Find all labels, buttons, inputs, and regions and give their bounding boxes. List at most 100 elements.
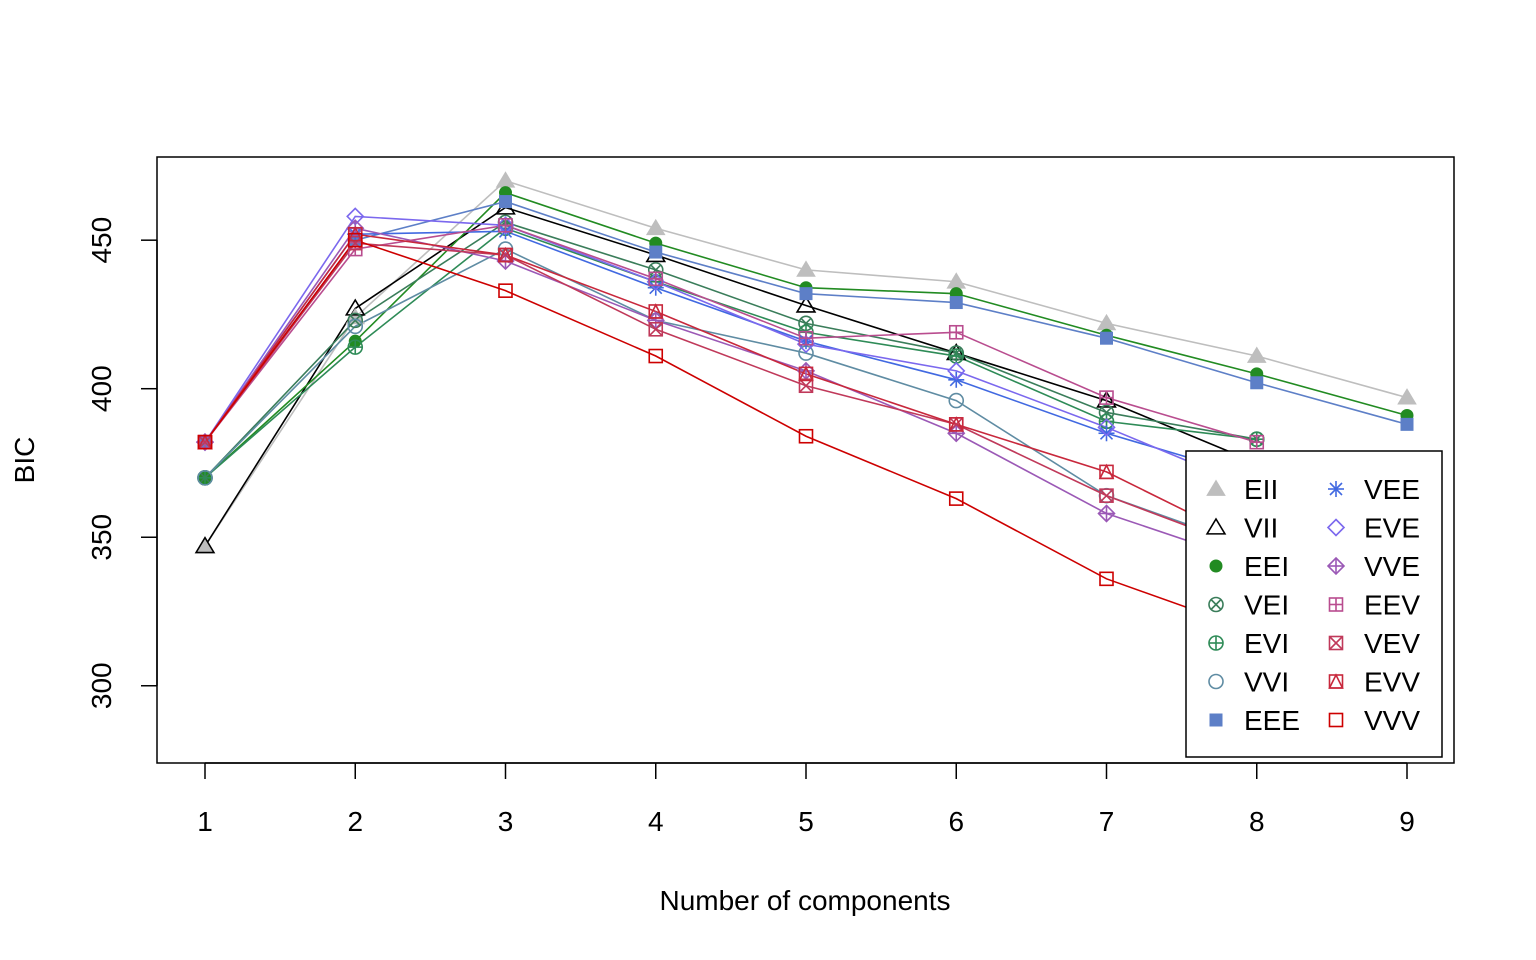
data-point-eii xyxy=(796,260,816,277)
legend-item-eee: EEE xyxy=(1209,705,1300,736)
legend-label: VII xyxy=(1244,513,1278,544)
x-tick-label: 9 xyxy=(1399,806,1415,837)
legend-item-eev: EEV xyxy=(1328,590,1420,621)
legend-label: EEE xyxy=(1244,705,1300,736)
legend-marker xyxy=(1328,597,1344,612)
legend-label: EEV xyxy=(1364,590,1420,621)
data-point-vvi xyxy=(347,318,364,335)
legend-label: EVI xyxy=(1244,628,1289,659)
data-point-eev xyxy=(1099,390,1114,405)
legend-label: EII xyxy=(1244,474,1278,505)
data-point-eev xyxy=(798,330,814,346)
data-point-evv xyxy=(798,365,814,382)
data-point-eev xyxy=(648,271,664,287)
x-tick-label: 8 xyxy=(1249,806,1265,837)
legend-label: VVV xyxy=(1364,705,1420,736)
data-point-eve xyxy=(1097,418,1116,437)
data-point-evi xyxy=(948,348,965,364)
series-line-vii xyxy=(204,206,1258,547)
data-point-vee xyxy=(1098,425,1115,442)
legend-label: EVV xyxy=(1364,667,1420,698)
legend-box xyxy=(1185,450,1443,758)
legend-item-vii: VII xyxy=(1205,513,1278,544)
x-tick-label: 6 xyxy=(948,806,964,837)
data-point-vvv xyxy=(197,434,213,450)
data-point-vvi xyxy=(197,470,213,486)
data-point-eve xyxy=(496,216,515,235)
data-point-eev xyxy=(498,218,513,233)
data-point-eee xyxy=(799,287,813,301)
x-tick-label: 2 xyxy=(347,806,363,837)
series-line-eve xyxy=(204,215,1258,491)
legend-item-evv: EVV xyxy=(1328,667,1420,698)
data-point-vvv xyxy=(648,348,664,364)
legend-label: VVE xyxy=(1364,551,1420,582)
x-tick-label: 7 xyxy=(1099,806,1115,837)
legend-marker xyxy=(1326,518,1346,537)
data-point-vei xyxy=(347,312,364,329)
series-line-evv xyxy=(204,233,1258,547)
legend-label: VVI xyxy=(1244,667,1289,698)
y-tick-label: 350 xyxy=(86,514,117,561)
data-point-vev xyxy=(1099,488,1114,503)
legend-item-eei: EEI xyxy=(1209,551,1289,582)
data-point-eee xyxy=(1400,417,1414,431)
data-point-eee xyxy=(949,296,963,310)
legend-item-eve: EVE xyxy=(1326,513,1420,544)
data-point-evv xyxy=(948,416,965,432)
series-line-vev xyxy=(204,242,1258,553)
legend-item-vvi: VVI xyxy=(1208,667,1289,698)
legend-marker xyxy=(1205,517,1227,535)
data-point-eii xyxy=(1246,346,1267,363)
data-point-vii xyxy=(795,295,817,313)
data-point-evi xyxy=(347,339,364,355)
y-axis-title: BIC xyxy=(9,437,40,484)
data-point-eee xyxy=(499,195,512,209)
legend-marker xyxy=(1208,635,1224,651)
legend-marker xyxy=(1328,481,1344,497)
legend-marker xyxy=(1328,635,1344,651)
data-point-eii xyxy=(195,536,215,554)
data-point-evv xyxy=(497,246,514,263)
legend-item-eii: EII xyxy=(1206,474,1278,505)
legend-item-vei: VEI xyxy=(1208,590,1289,621)
legend-label: VEE xyxy=(1364,474,1420,505)
legend: EII VII EEI VEI EVI VVI EEE VEE EVE VVE EEV VEV EVV V… xyxy=(1185,450,1443,758)
data-point-eve xyxy=(947,361,966,381)
legend-item-vee: VEE xyxy=(1328,474,1420,505)
data-point-eii xyxy=(1397,388,1417,405)
data-point-vvv xyxy=(798,428,814,444)
series-line-vee xyxy=(204,230,1257,479)
legend-marker xyxy=(1209,713,1223,727)
x-tick-label: 4 xyxy=(648,806,664,837)
legend-marker xyxy=(1206,479,1226,496)
data-point-eii xyxy=(645,218,666,236)
legend-item-evi: EVI xyxy=(1208,628,1289,659)
data-point-evv xyxy=(1098,463,1115,480)
legend-item-vvv: VVV xyxy=(1328,705,1420,736)
data-point-vii xyxy=(194,536,216,554)
legend-label: VEI xyxy=(1244,590,1289,621)
series-line-vei xyxy=(204,221,1257,479)
data-point-eev xyxy=(948,324,964,340)
legend-marker xyxy=(1328,712,1344,728)
data-point-eve xyxy=(796,335,816,354)
x-axis: 1 2 3 4 5 6 7 8 9 xyxy=(197,762,1415,837)
legend-marker xyxy=(1326,556,1346,576)
series-line-vvi xyxy=(204,248,1258,550)
legend-label: EVE xyxy=(1364,513,1420,544)
data-point-vvv xyxy=(1099,571,1114,587)
data-point-vve xyxy=(1097,504,1116,523)
y-tick-label: 450 xyxy=(86,217,117,264)
series-line-vvv xyxy=(204,239,1258,634)
y-tick-label: 300 xyxy=(86,662,117,709)
x-tick-label: 5 xyxy=(798,806,814,837)
legend-marker xyxy=(1208,596,1224,613)
legend-label: EEI xyxy=(1244,551,1289,582)
data-point-eii xyxy=(495,171,516,188)
data-point-vev xyxy=(798,378,814,394)
series-lines xyxy=(204,179,1408,634)
data-point-vvi xyxy=(948,392,965,409)
x-tick-label: 1 xyxy=(197,806,213,837)
y-axis: 300 350 400 450 xyxy=(86,217,158,709)
